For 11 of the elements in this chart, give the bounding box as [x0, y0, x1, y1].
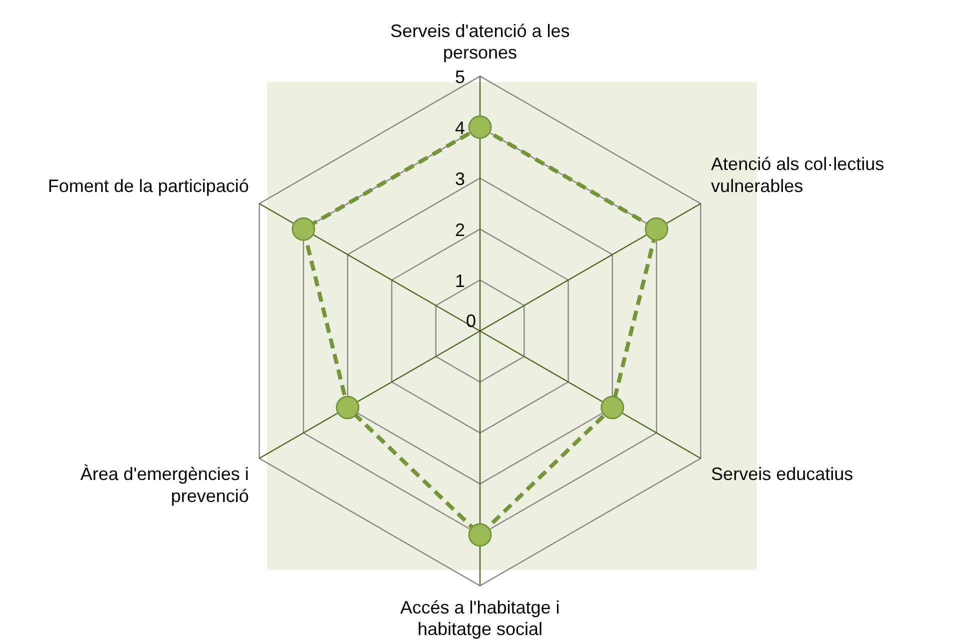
y-tick-label: 5	[454, 67, 466, 88]
y-tick-label: 1	[454, 271, 466, 292]
spoke-label: Atenció als col·lectius vulnerables	[711, 154, 884, 196]
y-tick-label: 2	[454, 220, 466, 240]
spoke-label: Serveis d'atenció a les persones	[390, 20, 570, 62]
y-tick-label: 3	[454, 169, 466, 190]
spoke-label: Àrea d'emergències i prevenció	[80, 464, 249, 506]
y-tick-label: 4	[454, 118, 466, 138]
spoke-label: Serveis educatius	[711, 464, 854, 484]
spoke-label: Foment de la participació	[48, 176, 249, 196]
spoke-label: Accés a l'habitatge i habitatge social	[400, 598, 560, 640]
